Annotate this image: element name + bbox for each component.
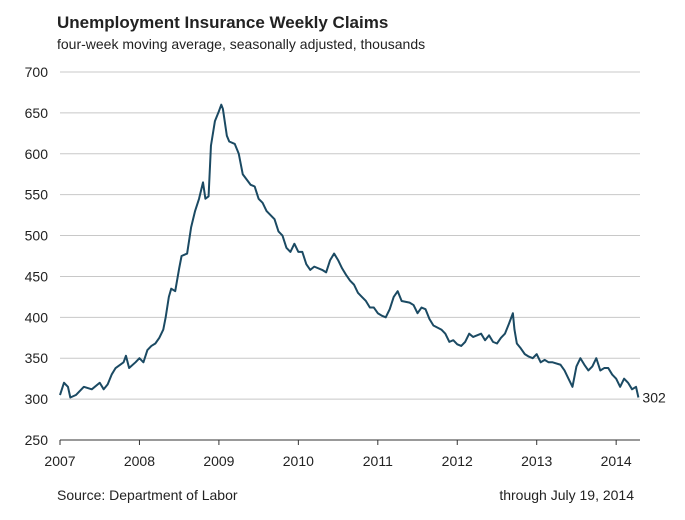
x-tick-label: 2008 <box>124 453 155 469</box>
line <box>59 103 640 399</box>
x-tick-label: 2012 <box>442 453 473 469</box>
end-label: 302 <box>642 389 666 405</box>
y-tick-label: 650 <box>25 105 49 121</box>
x-tick-label: 2009 <box>203 453 234 469</box>
note: through July 19, 2014 <box>499 487 634 503</box>
x-tick-label: 2011 <box>363 453 393 469</box>
y-tick-label: 450 <box>25 268 49 284</box>
chart-subtitle: four-week moving average, seasonally adj… <box>57 36 425 52</box>
y-tick-label: 550 <box>25 187 49 203</box>
y-tick-label: 400 <box>25 309 49 325</box>
y-tick-label: 500 <box>25 228 49 244</box>
x-tick-label: 2014 <box>601 453 632 469</box>
y-tick-label: 350 <box>25 350 49 366</box>
y-tick-label: 300 <box>25 391 49 407</box>
source: Source: Department of Labor <box>57 487 238 503</box>
y-tick-label: 700 <box>25 64 49 80</box>
x-tick-label: 2010 <box>283 453 314 469</box>
y-tick-label: 600 <box>25 146 49 162</box>
y-tick-label: 250 <box>25 432 49 448</box>
chart-title: Unemployment Insurance Weekly Claims <box>57 13 388 32</box>
x-tick-label: 2007 <box>44 453 75 469</box>
x-tick-label: 2013 <box>521 453 552 469</box>
